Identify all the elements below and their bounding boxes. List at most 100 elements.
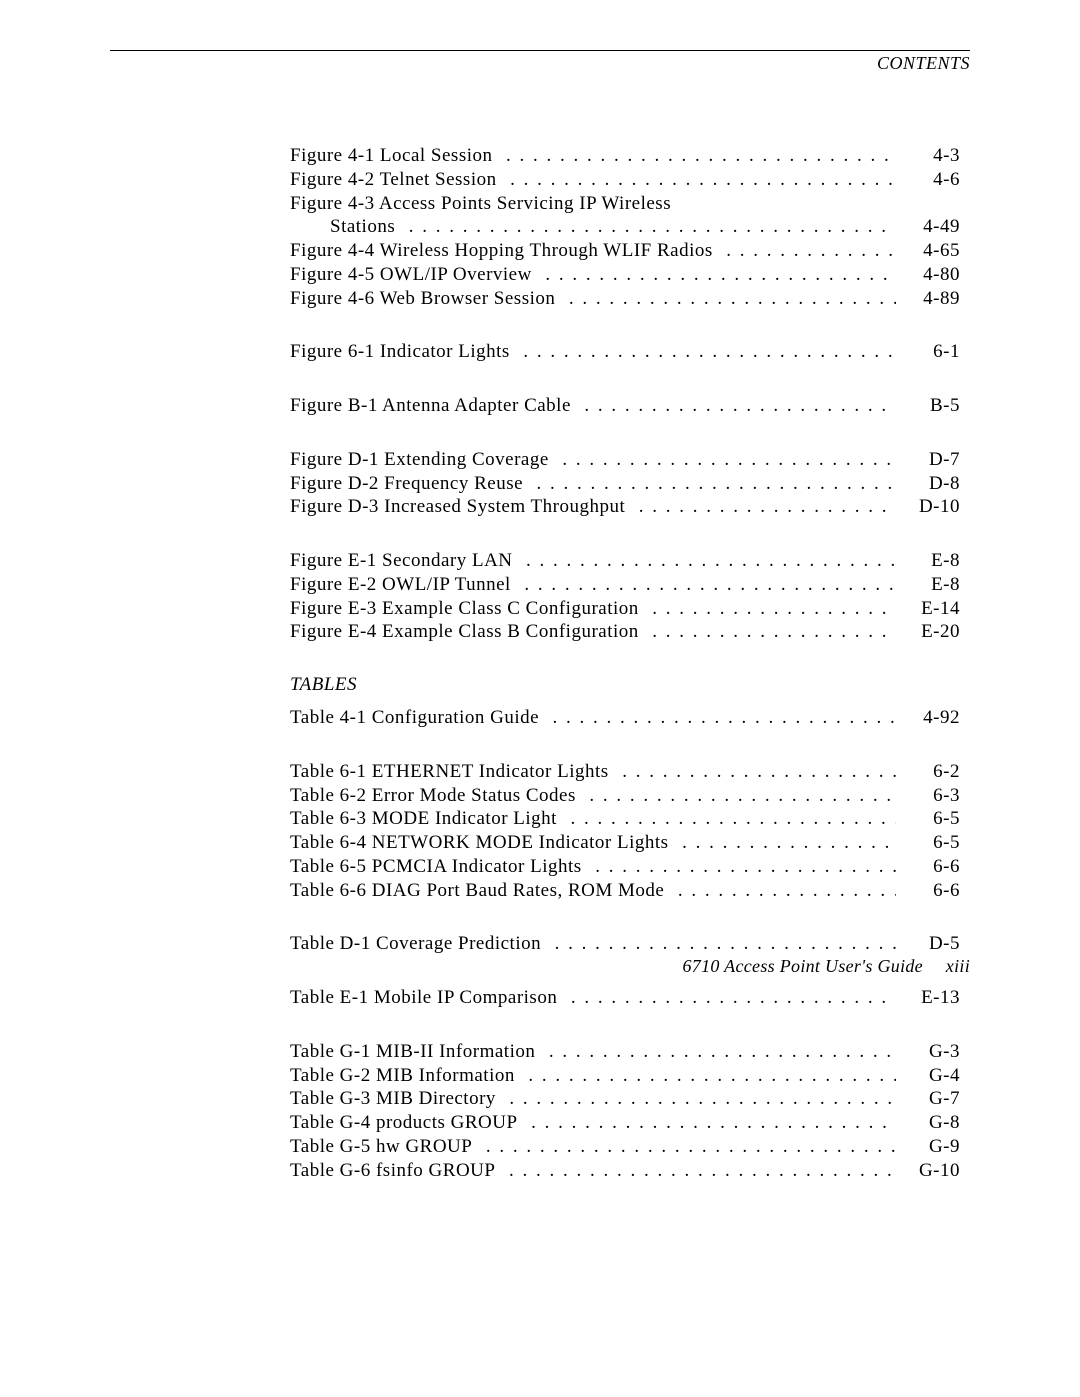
leader-dots <box>506 144 896 168</box>
toc-row: Table 6-5 PCMCIA Indicator Lights 6-6 <box>290 855 960 879</box>
toc-page-ref: 6-1 <box>900 340 960 364</box>
leader-dots <box>555 932 896 956</box>
figures-list: Figure 4-1 Local Session 4-3Figure 4-2 T… <box>290 144 960 644</box>
toc-group: Figure 6-1 Indicator Lights 6-1 <box>290 340 960 364</box>
toc-entry-label: Table 6-6 DIAG Port Baud Rates, ROM Mode <box>290 879 664 903</box>
toc-page-ref: 4-49 <box>900 215 960 239</box>
toc-entry-label: Table 6-2 Error Mode Status Codes <box>290 784 576 808</box>
toc-page-ref: 4-80 <box>900 263 960 287</box>
leader-dots <box>549 1040 896 1064</box>
toc-row: Table G-5 hw GROUP G-9 <box>290 1135 960 1159</box>
toc-entry-label: Figure 6-1 Indicator Lights <box>290 340 510 364</box>
toc-entry-label: Figure E-4 Example Class B Configuration <box>290 620 639 644</box>
toc-entry-label: Figure 4-1 Local Session <box>290 144 493 168</box>
toc-page-ref: 6-5 <box>900 831 960 855</box>
leader-dots <box>622 760 896 784</box>
toc-row: Figure E-4 Example Class B Configuration… <box>290 620 960 644</box>
toc-page-ref: D-10 <box>900 495 960 519</box>
toc-row: Figure 4-1 Local Session 4-3 <box>290 144 960 168</box>
toc-entry-label: Figure E-1 Secondary LAN <box>290 549 513 573</box>
toc-row: Table G-2 MIB Information G-4 <box>290 1064 960 1088</box>
toc-page-ref: 4-89 <box>900 287 960 311</box>
leader-dots <box>509 1159 896 1183</box>
leader-dots <box>652 597 896 621</box>
leader-dots <box>531 1111 896 1135</box>
toc-entry-label: Table 4-1 Configuration Guide <box>290 706 539 730</box>
footer: 6710 Access Point User's Guide xiii <box>682 956 970 977</box>
toc-row: Table G-4 products GROUP G-8 <box>290 1111 960 1135</box>
toc-row: Table G-6 fsinfo GROUP G-10 <box>290 1159 960 1183</box>
toc-row: Table 6-3 MODE Indicator Light 6-5 <box>290 807 960 831</box>
toc-page-ref: G-3 <box>900 1040 960 1064</box>
tables-list: Table 4-1 Configuration Guide 4-92Table … <box>290 706 960 1182</box>
header-label: CONTENTS <box>110 53 970 74</box>
toc-row: Stations 4-49 <box>290 215 960 239</box>
toc-group: Table D-1 Coverage Prediction D-5 <box>290 932 960 956</box>
leader-dots <box>510 168 896 192</box>
leader-dots <box>553 706 896 730</box>
toc-page-ref: E-8 <box>900 549 960 573</box>
leader-dots <box>509 1087 896 1111</box>
toc-page-ref: 4-65 <box>900 239 960 263</box>
leader-dots <box>639 495 896 519</box>
toc-entry-label: Table 6-3 MODE Indicator Light <box>290 807 557 831</box>
toc-page-ref: E-8 <box>900 573 960 597</box>
leader-dots <box>584 394 896 418</box>
toc-row: Table 6-4 NETWORK MODE Indicator Lights … <box>290 831 960 855</box>
toc-entry-label: Figure B-1 Antenna Adapter Cable <box>290 394 571 418</box>
toc-group: Table 4-1 Configuration Guide 4-92 <box>290 706 960 730</box>
leader-dots <box>524 573 896 597</box>
header-rule <box>110 50 970 51</box>
toc-page-ref: 6-3 <box>900 784 960 808</box>
toc-row: Table 4-1 Configuration Guide 4-92 <box>290 706 960 730</box>
toc-group: Figure B-1 Antenna Adapter Cable B-5 <box>290 394 960 418</box>
toc-entry-label: Table G-6 fsinfo GROUP <box>290 1159 495 1183</box>
content-area: Figure 4-1 Local Session 4-3Figure 4-2 T… <box>290 144 960 1182</box>
toc-row: Figure D-2 Frequency Reuse D-8 <box>290 472 960 496</box>
toc-group: Figure 4-1 Local Session 4-3Figure 4-2 T… <box>290 144 960 310</box>
toc-page-ref: G-10 <box>900 1159 960 1183</box>
toc-entry-label: Table D-1 Coverage Prediction <box>290 932 541 956</box>
toc-entry-label: Figure 4-2 Telnet Session <box>290 168 497 192</box>
leader-dots <box>526 549 896 573</box>
toc-page-ref: E-14 <box>900 597 960 621</box>
leader-dots <box>595 855 896 879</box>
toc-page-ref: 6-2 <box>900 760 960 784</box>
toc-row: Figure B-1 Antenna Adapter Cable B-5 <box>290 394 960 418</box>
toc-entry-label: Figure D-2 Frequency Reuse <box>290 472 523 496</box>
toc-group: Table E-1 Mobile IP Comparison E-13 <box>290 986 960 1010</box>
toc-entry-label: Table G-3 MIB Directory <box>290 1087 496 1111</box>
toc-row: Table D-1 Coverage Prediction D-5 <box>290 932 960 956</box>
toc-row: Table 6-6 DIAG Port Baud Rates, ROM Mode… <box>290 879 960 903</box>
leader-dots <box>726 239 896 263</box>
toc-entry-label: Table G-5 hw GROUP <box>290 1135 472 1159</box>
page: CONTENTS Figure 4-1 Local Session 4-3Fig… <box>0 0 1080 1397</box>
toc-row: Figure D-1 Extending Coverage D-7 <box>290 448 960 472</box>
toc-entry-label: Figure 4-5 OWL/IP Overview <box>290 263 532 287</box>
toc-page-ref: B-5 <box>900 394 960 418</box>
toc-entry-label: Figure E-3 Example Class C Configuration <box>290 597 639 621</box>
toc-page-ref: 6-6 <box>900 879 960 903</box>
toc-page-ref: D-8 <box>900 472 960 496</box>
toc-entry-label: Table G-2 MIB Information <box>290 1064 515 1088</box>
toc-row: Table E-1 Mobile IP Comparison E-13 <box>290 986 960 1010</box>
leader-dots <box>652 620 896 644</box>
toc-row: Figure 4-6 Web Browser Session 4-89 <box>290 287 960 311</box>
toc-page-ref: 6-5 <box>900 807 960 831</box>
leader-dots <box>545 263 896 287</box>
toc-page-ref: E-13 <box>900 986 960 1010</box>
leader-dots <box>409 215 896 239</box>
toc-row: Table 6-1 ETHERNET Indicator Lights 6-2 <box>290 760 960 784</box>
toc-page-ref: 4-92 <box>900 706 960 730</box>
leader-dots <box>537 472 896 496</box>
toc-page-ref: D-5 <box>900 932 960 956</box>
toc-page-ref: 6-6 <box>900 855 960 879</box>
toc-row: Table G-3 MIB Directory G-7 <box>290 1087 960 1111</box>
toc-page-ref: G-8 <box>900 1111 960 1135</box>
toc-row: Figure E-1 Secondary LAN E-8 <box>290 549 960 573</box>
toc-page-ref: G-7 <box>900 1087 960 1111</box>
toc-entry-label: Table G-4 products GROUP <box>290 1111 518 1135</box>
toc-entry-label: Figure 4-3 Access Points Servicing IP Wi… <box>290 192 671 216</box>
leader-dots <box>589 784 896 808</box>
toc-entry-label: Table 6-4 NETWORK MODE Indicator Lights <box>290 831 669 855</box>
